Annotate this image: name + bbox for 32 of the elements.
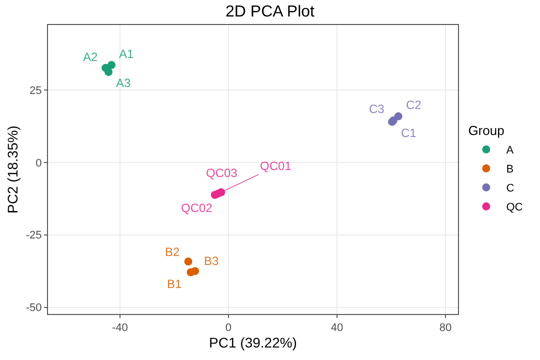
y-tick-label: 0	[36, 157, 42, 170]
legend-label: QC	[506, 202, 523, 214]
point	[191, 267, 200, 276]
legend-label: C	[506, 182, 514, 195]
annotation: C1	[401, 126, 417, 140]
annotation: A2	[83, 50, 98, 64]
x-axis-title: PC1 (39.22%)	[209, 334, 297, 350]
x-tick-label: 40	[330, 322, 344, 334]
annotation: QC01	[260, 159, 292, 173]
y-tick-label: 25	[30, 84, 42, 97]
y-axis-title: PC2 (18.35%)	[4, 126, 20, 214]
annotation: A1	[119, 47, 134, 61]
point	[214, 190, 222, 198]
x-tick-label: 0	[225, 322, 232, 334]
legend-title: Group	[468, 122, 504, 138]
x-tick-label: -40	[112, 322, 128, 334]
legend-label: B	[506, 164, 514, 176]
point	[104, 68, 113, 76]
annotation: B2	[165, 245, 180, 259]
y-tick-label: -25	[26, 230, 42, 242]
annotation: C2	[406, 98, 422, 112]
annotation: QC03	[206, 166, 238, 180]
annotation: C3	[369, 102, 385, 116]
annotation: B3	[204, 254, 220, 268]
legend-label: A	[506, 144, 514, 157]
annotation: QC02	[181, 201, 213, 215]
point	[184, 258, 192, 266]
y-tick-label: -50	[26, 302, 42, 314]
annotation: B1	[167, 277, 182, 291]
x-tick-label: 80	[439, 322, 452, 334]
chart-title: 2D PCA Plot	[226, 4, 316, 21]
annotation: A3	[116, 76, 132, 90]
